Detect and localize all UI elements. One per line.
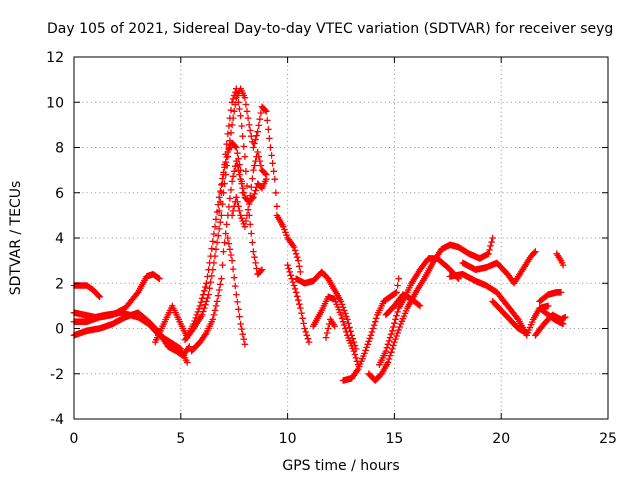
data-point-markers xyxy=(382,291,424,319)
series-track-8 xyxy=(215,85,266,278)
x-tick-label: 5 xyxy=(176,431,185,447)
series-track-11 xyxy=(273,212,304,276)
y-tick-label: 2 xyxy=(55,276,64,292)
data-point-markers xyxy=(553,250,567,269)
series-track-9 xyxy=(224,234,249,348)
series-track-12 xyxy=(284,261,313,346)
series-track-16 xyxy=(339,275,402,384)
x-tick-label: 10 xyxy=(279,431,297,447)
y-axis-label: SDTVAR / TECUs xyxy=(8,181,24,296)
chart-title: Day 105 of 2021, Sidereal Day-to-day VTE… xyxy=(47,21,613,37)
data-point-markers xyxy=(536,289,565,305)
y-tick-label: -4 xyxy=(50,412,64,428)
data-point-markers xyxy=(215,85,266,278)
data-point-markers xyxy=(322,316,338,341)
data-point-markers xyxy=(273,212,304,276)
x-tick-label: 25 xyxy=(599,431,617,447)
y-tick-label: 6 xyxy=(55,186,64,202)
x-tick-label: 0 xyxy=(70,431,79,447)
y-tick-label: 4 xyxy=(55,231,64,247)
data-point-markers xyxy=(365,234,496,384)
x-tick-label: 15 xyxy=(385,431,403,447)
data-point-markers xyxy=(489,298,531,337)
data-point-markers xyxy=(224,234,249,348)
axis-ticks: 0 5 10 15 20 25 -4 -2 0 2 4 6 8 10 12 xyxy=(46,50,617,447)
series-track-13 xyxy=(292,268,360,353)
series-track-22 xyxy=(489,298,531,337)
data-point-markers xyxy=(339,275,402,384)
series-track-21 xyxy=(459,248,539,287)
y-tick-label: 10 xyxy=(46,95,64,111)
data-point-markers xyxy=(536,304,567,328)
data-point-markers xyxy=(292,268,360,353)
data-point-markers xyxy=(459,248,539,287)
y-tick-label: 0 xyxy=(55,322,64,338)
data-marks xyxy=(70,85,569,384)
series-track-25 xyxy=(536,304,567,328)
y-tick-label: 8 xyxy=(55,141,64,157)
x-axis-label: GPS time / hours xyxy=(282,458,399,474)
data-point-markers xyxy=(284,261,313,346)
series-track-15 xyxy=(322,316,338,341)
series-track-17 xyxy=(365,234,496,384)
series-track-14 xyxy=(309,293,362,368)
x-tick-label: 20 xyxy=(492,431,510,447)
y-tick-label: 12 xyxy=(46,50,64,66)
series-track-23 xyxy=(536,289,565,305)
series-track-10 xyxy=(228,148,270,230)
data-point-markers xyxy=(309,293,362,368)
y-tick-label: -2 xyxy=(50,367,64,383)
data-point-markers xyxy=(228,148,270,230)
series-track-19 xyxy=(382,291,424,319)
series-track-26 xyxy=(553,250,567,269)
